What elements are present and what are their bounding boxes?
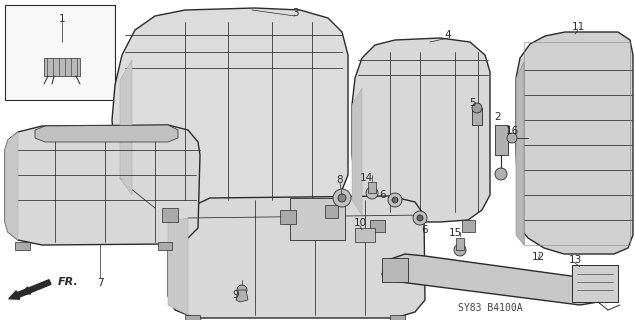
Circle shape: [338, 194, 346, 202]
Text: 4: 4: [444, 30, 451, 40]
FancyBboxPatch shape: [5, 5, 115, 100]
Text: 8: 8: [337, 175, 344, 185]
Polygon shape: [472, 108, 482, 125]
Polygon shape: [168, 196, 425, 318]
Polygon shape: [352, 38, 490, 222]
Circle shape: [237, 285, 247, 295]
Polygon shape: [44, 58, 80, 76]
Polygon shape: [158, 242, 172, 250]
Polygon shape: [290, 198, 345, 240]
Text: 5: 5: [470, 98, 476, 108]
Polygon shape: [325, 205, 338, 218]
Polygon shape: [456, 238, 464, 250]
Text: SY83 B4100A: SY83 B4100A: [458, 303, 523, 313]
Text: FR.: FR.: [58, 277, 79, 287]
Text: 9: 9: [232, 290, 239, 300]
Circle shape: [366, 187, 378, 199]
Polygon shape: [112, 8, 348, 212]
Polygon shape: [352, 88, 362, 215]
Polygon shape: [280, 210, 296, 224]
Circle shape: [392, 197, 398, 203]
Polygon shape: [516, 62, 524, 245]
Polygon shape: [495, 125, 508, 155]
Polygon shape: [390, 315, 405, 320]
Polygon shape: [355, 228, 375, 242]
Polygon shape: [168, 218, 188, 315]
Polygon shape: [382, 258, 408, 282]
Text: 11: 11: [572, 22, 585, 32]
Text: 6: 6: [380, 190, 386, 200]
Polygon shape: [382, 254, 604, 305]
Polygon shape: [516, 32, 633, 254]
Polygon shape: [582, 280, 612, 298]
Circle shape: [413, 211, 427, 225]
Polygon shape: [5, 132, 18, 240]
Polygon shape: [162, 208, 178, 222]
Text: 16: 16: [505, 126, 519, 136]
Circle shape: [454, 244, 466, 256]
Circle shape: [417, 215, 423, 221]
Text: 15: 15: [448, 228, 462, 238]
Text: 6: 6: [422, 225, 429, 235]
Polygon shape: [35, 125, 178, 142]
Text: 10: 10: [354, 218, 366, 228]
Polygon shape: [120, 60, 132, 195]
Circle shape: [495, 168, 507, 180]
Polygon shape: [370, 220, 385, 232]
Polygon shape: [462, 220, 475, 232]
Text: 7: 7: [97, 278, 104, 288]
Polygon shape: [15, 242, 30, 250]
Text: 12: 12: [531, 252, 545, 262]
Circle shape: [333, 189, 351, 207]
Text: 14: 14: [359, 173, 373, 183]
Polygon shape: [572, 265, 618, 302]
FancyArrow shape: [9, 280, 51, 299]
Polygon shape: [236, 290, 248, 302]
Text: 3: 3: [291, 8, 298, 18]
Circle shape: [507, 133, 517, 143]
Text: 1: 1: [58, 14, 65, 24]
Polygon shape: [5, 125, 200, 245]
Circle shape: [388, 193, 402, 207]
Polygon shape: [185, 315, 200, 320]
Polygon shape: [368, 182, 376, 193]
Text: 2: 2: [495, 112, 501, 122]
Circle shape: [472, 103, 482, 113]
Text: 13: 13: [568, 255, 582, 265]
